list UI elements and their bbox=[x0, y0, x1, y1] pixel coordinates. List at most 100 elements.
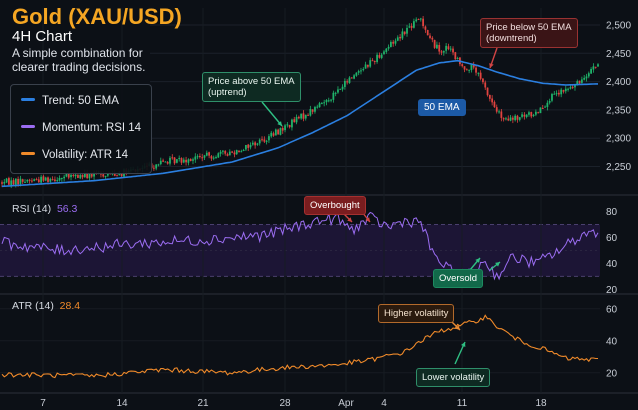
candle-body bbox=[249, 144, 252, 148]
candle-body bbox=[334, 92, 337, 94]
legend-label-rsi: Momentum: RSI 14 bbox=[42, 122, 142, 134]
candle-body bbox=[385, 48, 388, 52]
candle-body bbox=[560, 89, 563, 95]
candle-body bbox=[226, 154, 229, 156]
candle-body bbox=[475, 67, 477, 73]
candle-body bbox=[28, 179, 31, 181]
rsi-label: RSI (14) bbox=[12, 203, 52, 215]
candle-body bbox=[419, 18, 422, 20]
candle-body bbox=[516, 115, 519, 120]
rsi-tick-label: 60 bbox=[606, 233, 618, 244]
candle-body bbox=[8, 178, 10, 185]
candle-body bbox=[31, 180, 33, 182]
chart-title: Gold (XAU/USD) bbox=[12, 4, 182, 29]
candle-body bbox=[274, 129, 277, 136]
candle-body bbox=[185, 159, 187, 163]
candle-body bbox=[247, 144, 250, 148]
legend-swatch-ema bbox=[21, 98, 35, 102]
candle-body bbox=[479, 72, 482, 79]
candle-body bbox=[189, 158, 192, 161]
candle-body bbox=[482, 78, 484, 83]
candle-body bbox=[88, 173, 91, 179]
candle-body bbox=[369, 60, 372, 67]
price-tick-label: 2,500 bbox=[606, 20, 631, 31]
candle-body bbox=[327, 100, 330, 102]
rsi-tick-label: 80 bbox=[606, 207, 618, 218]
legend-item-ema: Trend: 50 EMA bbox=[21, 95, 119, 109]
legend-item-rsi: Momentum: RSI 14 bbox=[21, 122, 141, 136]
candle-body bbox=[371, 60, 374, 62]
candle-body bbox=[488, 94, 491, 99]
candle-body bbox=[426, 30, 429, 36]
candle-body bbox=[40, 176, 43, 183]
candle-body bbox=[576, 81, 579, 86]
candle-body bbox=[493, 101, 496, 108]
candle-body bbox=[532, 114, 535, 116]
candle-body bbox=[360, 70, 362, 72]
candle-body bbox=[362, 69, 365, 71]
candle-body bbox=[502, 118, 505, 120]
candle-body bbox=[42, 176, 45, 181]
candle-body bbox=[318, 103, 321, 108]
arrow-lower-volatility-head bbox=[461, 342, 466, 347]
candle-body bbox=[548, 100, 551, 103]
candle-body bbox=[438, 44, 441, 52]
candle-body bbox=[72, 174, 75, 176]
candle-body bbox=[56, 180, 59, 182]
candle-body bbox=[297, 116, 300, 119]
candle-body bbox=[417, 19, 420, 21]
candle-body bbox=[518, 117, 521, 120]
candle-body bbox=[272, 133, 275, 136]
candle-body bbox=[436, 44, 438, 49]
candle-body bbox=[171, 157, 174, 159]
arrow-overbought-a-head bbox=[347, 217, 352, 222]
candle-body bbox=[302, 113, 305, 119]
candle-body bbox=[445, 45, 448, 51]
candle-body bbox=[104, 175, 107, 177]
price-tick-label: 2,450 bbox=[606, 49, 631, 60]
candle-body bbox=[323, 102, 326, 104]
price-tick-label: 2,300 bbox=[606, 134, 631, 145]
candle-body bbox=[268, 136, 270, 141]
x-tick-label: 7 bbox=[40, 398, 46, 409]
candle-body bbox=[350, 77, 353, 79]
candle-body bbox=[534, 111, 537, 115]
atr-panel-label: ATR (14) 28.4 bbox=[12, 300, 80, 312]
candle-body bbox=[376, 54, 378, 63]
candle-body bbox=[54, 179, 56, 182]
candle-body bbox=[454, 52, 457, 60]
candle-body bbox=[35, 179, 38, 181]
candle-body bbox=[597, 64, 599, 67]
atr-tick-label: 60 bbox=[606, 304, 618, 315]
candle-body bbox=[14, 178, 17, 185]
candle-body bbox=[19, 178, 22, 184]
candle-body bbox=[491, 98, 494, 103]
candle-body bbox=[263, 139, 266, 142]
candle-body bbox=[102, 174, 105, 177]
candle-body bbox=[215, 157, 217, 159]
x-tick-label: 21 bbox=[197, 398, 209, 409]
candle-body bbox=[208, 152, 211, 156]
candle-body bbox=[21, 179, 24, 182]
atr-tick-label: 20 bbox=[606, 368, 618, 379]
candle-body bbox=[106, 173, 109, 176]
x-tick-label: 4 bbox=[381, 398, 387, 409]
candle-body bbox=[511, 117, 514, 120]
candle-body bbox=[316, 106, 319, 108]
candle-body bbox=[152, 167, 155, 169]
candle-body bbox=[309, 109, 312, 116]
candle-body bbox=[332, 92, 335, 100]
candle-body bbox=[311, 109, 314, 112]
candle-body bbox=[224, 151, 227, 154]
candle-body bbox=[17, 178, 20, 185]
candle-body bbox=[424, 26, 427, 30]
candle-body bbox=[83, 172, 86, 178]
candle-body bbox=[284, 125, 286, 131]
candle-body bbox=[155, 164, 158, 169]
candle-body bbox=[433, 39, 436, 48]
annotation-downtrend: Price below 50 EMA (downtrend) bbox=[480, 18, 578, 48]
candle-body bbox=[394, 40, 397, 44]
candle-body bbox=[201, 157, 204, 159]
candle-body bbox=[37, 179, 40, 183]
